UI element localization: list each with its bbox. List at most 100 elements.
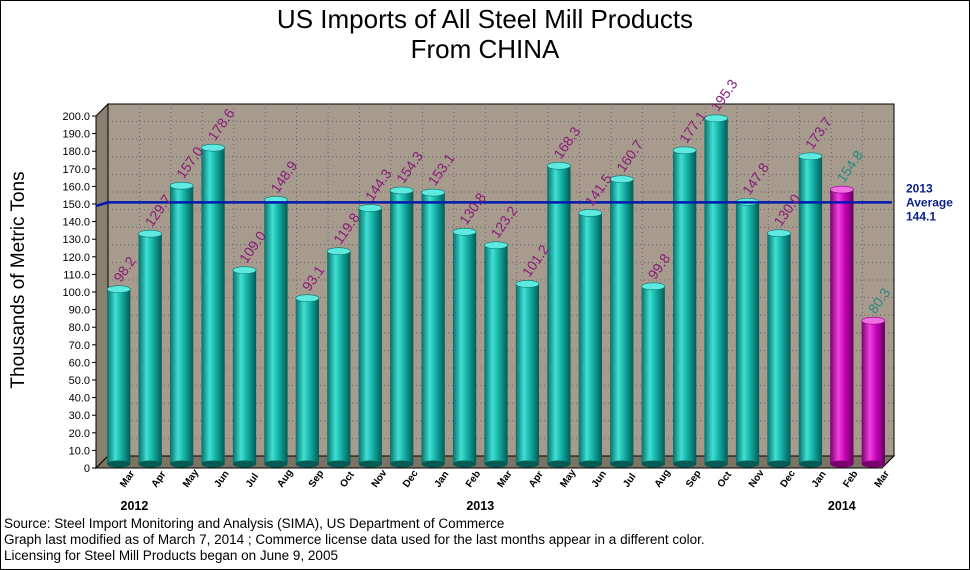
y-tick-label: 30.0 bbox=[69, 410, 90, 422]
bar bbox=[672, 146, 697, 468]
bar-base bbox=[641, 460, 665, 468]
bar bbox=[704, 114, 729, 468]
y-tick-label: 200.0 bbox=[62, 111, 90, 123]
bar-body bbox=[610, 179, 634, 464]
y-tick-label: 110.0 bbox=[63, 269, 90, 281]
bar-body bbox=[264, 199, 288, 464]
bar bbox=[735, 198, 760, 468]
y-tick-label: 150.0 bbox=[62, 199, 90, 211]
x-tick-label: Jul bbox=[244, 471, 261, 489]
bar-body bbox=[484, 245, 508, 464]
x-tick-label: Jan bbox=[433, 469, 452, 489]
bar-cap bbox=[358, 204, 383, 212]
y-tick-label: 160.0 bbox=[62, 181, 90, 193]
bar-base bbox=[861, 460, 885, 468]
x-tick-label: Feb bbox=[841, 469, 860, 490]
bar bbox=[358, 204, 383, 468]
y-tick-label: 140.0 bbox=[62, 217, 90, 229]
y-tick-label: 50.0 bbox=[69, 375, 90, 387]
bar bbox=[641, 282, 666, 468]
bar-body bbox=[452, 231, 477, 464]
y-tick-label: 180.0 bbox=[62, 146, 90, 158]
plot-side-wall bbox=[95, 102, 109, 470]
x-tick-label: Jul bbox=[621, 471, 638, 489]
year-label: 2012 bbox=[121, 499, 149, 513]
bar bbox=[609, 175, 634, 468]
y-tick-label: 190.0 bbox=[62, 129, 90, 141]
bar-body bbox=[735, 201, 760, 464]
x-tick-label: Jun bbox=[590, 469, 609, 490]
bar bbox=[326, 247, 351, 468]
x-tick-label: Aug bbox=[653, 467, 673, 489]
bar-base bbox=[735, 460, 760, 468]
bar bbox=[106, 285, 131, 468]
bar bbox=[798, 152, 823, 468]
bar bbox=[169, 181, 194, 468]
bar-body bbox=[578, 212, 602, 464]
bar-base bbox=[327, 460, 351, 468]
bar-base bbox=[547, 460, 571, 468]
bar-base bbox=[610, 460, 634, 468]
year-label: 2014 bbox=[828, 499, 856, 513]
x-tick-label: Jan bbox=[810, 469, 829, 489]
y-tick-label: 170.0 bbox=[62, 164, 90, 176]
bar-cap bbox=[641, 282, 666, 291]
bar-base bbox=[767, 460, 791, 468]
bar-body bbox=[107, 289, 131, 464]
chart-subtitle: From CHINA bbox=[410, 34, 560, 64]
y-tick-label: 70.0 bbox=[69, 340, 90, 352]
x-tick-label: May bbox=[558, 467, 578, 490]
bar-cap bbox=[609, 175, 634, 183]
x-tick-label: Mar bbox=[873, 469, 892, 490]
bar-body bbox=[861, 320, 885, 464]
x-tick-label: Oct bbox=[716, 469, 735, 490]
bar-cap bbox=[421, 188, 446, 197]
footer-source: Source: Steel Import Monitoring and Anal… bbox=[4, 516, 505, 531]
bar-cap bbox=[452, 227, 477, 236]
y-tick-label: 80.0 bbox=[69, 322, 90, 334]
bar-body bbox=[201, 147, 225, 464]
average-label: 2013 bbox=[906, 181, 933, 195]
y-tick-label: 40.0 bbox=[69, 393, 90, 405]
y-tick-label: 60.0 bbox=[69, 357, 90, 369]
x-tick-label: Jun bbox=[212, 469, 231, 490]
bar-body bbox=[767, 233, 791, 464]
x-tick-label: Nov bbox=[747, 468, 767, 490]
bar-body bbox=[169, 185, 194, 464]
average-label: 144.1 bbox=[906, 209, 936, 223]
bar-cap bbox=[798, 152, 823, 161]
bar bbox=[389, 186, 414, 468]
bar-cap bbox=[169, 181, 194, 190]
bar-cap bbox=[326, 247, 351, 255]
bar bbox=[578, 209, 603, 468]
bar-body bbox=[704, 118, 728, 464]
bar-base bbox=[390, 460, 414, 468]
bar-base bbox=[138, 460, 162, 468]
bar-base bbox=[515, 460, 540, 468]
x-tick-label: Dec bbox=[401, 468, 421, 490]
bar-cap bbox=[672, 146, 697, 155]
bar-body bbox=[232, 270, 257, 464]
bar-base bbox=[169, 460, 194, 468]
bar-base bbox=[484, 460, 508, 468]
bar bbox=[546, 161, 571, 468]
bar bbox=[201, 143, 225, 468]
bar-cap bbox=[389, 186, 414, 195]
bar-base bbox=[452, 460, 477, 468]
bar bbox=[452, 227, 477, 468]
bar-body bbox=[547, 165, 571, 465]
x-tick-label: May bbox=[181, 467, 201, 490]
bar bbox=[829, 185, 854, 468]
bar bbox=[515, 280, 540, 468]
x-tick-label: Nov bbox=[370, 468, 390, 490]
y-tick-label: 130.0 bbox=[62, 234, 90, 246]
x-tick-label: Sep bbox=[684, 468, 704, 489]
x-tick-label: Mar bbox=[118, 469, 137, 490]
bar-body bbox=[641, 286, 665, 464]
x-tick-label: Dec bbox=[778, 468, 798, 490]
bar bbox=[421, 188, 446, 468]
bar-body bbox=[327, 251, 351, 464]
bar-base bbox=[830, 460, 854, 468]
y-tick-label: 100.0 bbox=[62, 287, 90, 299]
